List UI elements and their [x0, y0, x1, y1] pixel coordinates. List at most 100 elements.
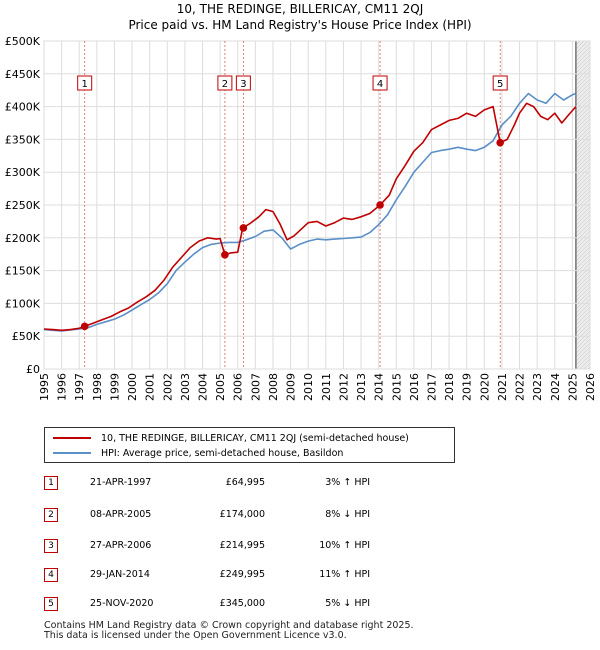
- footer-license: This data is licensed under the Open Gov…: [44, 630, 347, 641]
- transaction-row: 5 25-NOV-2020 £345,000 5% ↓ HPI: [0, 597, 600, 615]
- sale-marker-box: [492, 75, 508, 91]
- transaction-date: 21-APR-1997: [90, 477, 152, 488]
- price-chart: 10, THE REDINGE, BILLERICAY, CM11 2QJ Pr…: [5, 2, 597, 401]
- future-hatch: [575, 214, 591, 230]
- future-hatch: [575, 138, 591, 154]
- future-hatch: [579, 358, 591, 370]
- future-hatch: [575, 210, 591, 226]
- x-tick-label: 2020: [478, 373, 491, 401]
- transaction-number: 1: [44, 476, 58, 490]
- x-tick-label: 2009: [285, 373, 298, 401]
- future-hatch: [575, 114, 591, 130]
- future-hatch: [575, 78, 591, 94]
- transaction-price: £345,000: [219, 598, 265, 609]
- future-hatch: [575, 238, 591, 254]
- future-hatch: [575, 118, 591, 134]
- future-hatch: [575, 322, 591, 338]
- x-tick-label: 1995: [38, 373, 51, 401]
- transaction-price: £214,995: [219, 540, 265, 551]
- future-hatch: [575, 62, 591, 78]
- future-hatch: [575, 46, 591, 62]
- y-tick-label: £300K: [5, 166, 41, 179]
- future-hatch: [575, 146, 591, 162]
- y-tick-label: £400K: [5, 101, 41, 114]
- x-tick-label: 2013: [355, 373, 368, 401]
- transaction-hpi: 11% ↑ HPI: [319, 569, 370, 580]
- transaction-number: 2: [44, 508, 58, 522]
- future-hatch: [575, 126, 591, 142]
- future-hatch: [575, 314, 591, 330]
- transaction-row: 4 29-JAN-2014 £249,995 11% ↑ HPI: [0, 568, 600, 586]
- chart-subtitle: Price paid vs. HM Land Registry's House …: [128, 18, 471, 32]
- future-hatch: [575, 142, 591, 158]
- x-tick-label: 2016: [408, 373, 421, 401]
- property-price-line: [43, 102, 577, 332]
- x-tick-label: 2003: [179, 373, 192, 401]
- x-tick-label: 2024: [549, 373, 562, 401]
- transaction-date: 27-APR-2006: [90, 540, 152, 551]
- future-hatch: [575, 42, 591, 58]
- transaction-price: £174,000: [219, 509, 265, 520]
- future-hatch: [575, 198, 591, 214]
- x-tick-label: 2015: [390, 373, 403, 401]
- future-hatch: [575, 274, 591, 290]
- future-hatch: [575, 302, 591, 318]
- sale-marker-label: 5: [497, 79, 503, 90]
- sale-marker-box: [217, 75, 233, 91]
- future-hatch: [575, 82, 591, 98]
- future-hatch: [575, 166, 591, 182]
- x-tick-label: 2007: [249, 373, 262, 401]
- x-tick-label: 1997: [73, 373, 86, 401]
- transaction-row: 1 21-APR-1997 £64,995 3% ↑ HPI: [0, 476, 600, 494]
- legend-swatch-hpi: [53, 452, 91, 454]
- x-tick-label: 2017: [425, 373, 438, 401]
- future-hatch: [575, 246, 591, 262]
- future-hatch: [575, 162, 591, 178]
- y-tick-label: £200K: [5, 232, 41, 245]
- future-hatch: [575, 98, 591, 114]
- sale-marker-box: [372, 75, 388, 91]
- sale-point: [496, 138, 504, 147]
- transaction-date: 25-NOV-2020: [90, 598, 154, 609]
- x-tick-label: 2002: [161, 373, 174, 401]
- future-hatch: [575, 326, 591, 342]
- transaction-hpi: 3% ↑ HPI: [325, 477, 370, 488]
- sale-marker-label: 3: [240, 79, 246, 90]
- transaction-date: 08-APR-2005: [90, 509, 152, 520]
- legend: 10, THE REDINGE, BILLERICAY, CM11 2QJ (s…: [44, 427, 455, 463]
- future-hatch: [575, 294, 591, 310]
- future-hatch: [575, 262, 591, 278]
- y-tick-label: £100K: [5, 297, 41, 310]
- legend-label-property: 10, THE REDINGE, BILLERICAY, CM11 2QJ (s…: [101, 432, 409, 444]
- future-hatch: [575, 318, 591, 334]
- x-tick-label: 2026: [584, 373, 597, 401]
- legend-item-property: 10, THE REDINGE, BILLERICAY, CM11 2QJ (s…: [53, 431, 409, 445]
- future-hatch: [575, 178, 591, 194]
- y-tick-label: £0: [26, 363, 40, 376]
- x-tick-label: 2019: [461, 373, 474, 401]
- future-hatch: [575, 354, 591, 370]
- future-hatch: [575, 122, 591, 138]
- future-hatch: [575, 54, 591, 70]
- transaction-price: £64,995: [225, 477, 265, 488]
- future-hatch: [575, 154, 591, 170]
- future-hatch: [575, 206, 591, 222]
- future-hatch: [575, 270, 591, 286]
- future-hatch: [575, 182, 591, 198]
- future-hatch: [575, 40, 589, 54]
- x-tick-label: 2022: [514, 373, 527, 401]
- future-hatch: [575, 86, 591, 102]
- transaction-hpi: 10% ↑ HPI: [319, 540, 370, 551]
- future-hatch: [575, 330, 591, 346]
- transaction-row: 2 08-APR-2005 £174,000 8% ↓ HPI: [0, 508, 600, 526]
- future-hatch: [575, 334, 591, 350]
- future-hatch: [575, 130, 591, 146]
- sale-marker-label: 2: [222, 79, 228, 90]
- y-tick-label: £350K: [5, 133, 41, 146]
- future-hatch: [575, 266, 591, 282]
- hpi-line: [43, 92, 577, 332]
- future-hatch: [575, 310, 591, 326]
- x-tick-label: 2018: [443, 373, 456, 401]
- sale-point: [239, 224, 248, 232]
- future-hatch: [575, 306, 591, 322]
